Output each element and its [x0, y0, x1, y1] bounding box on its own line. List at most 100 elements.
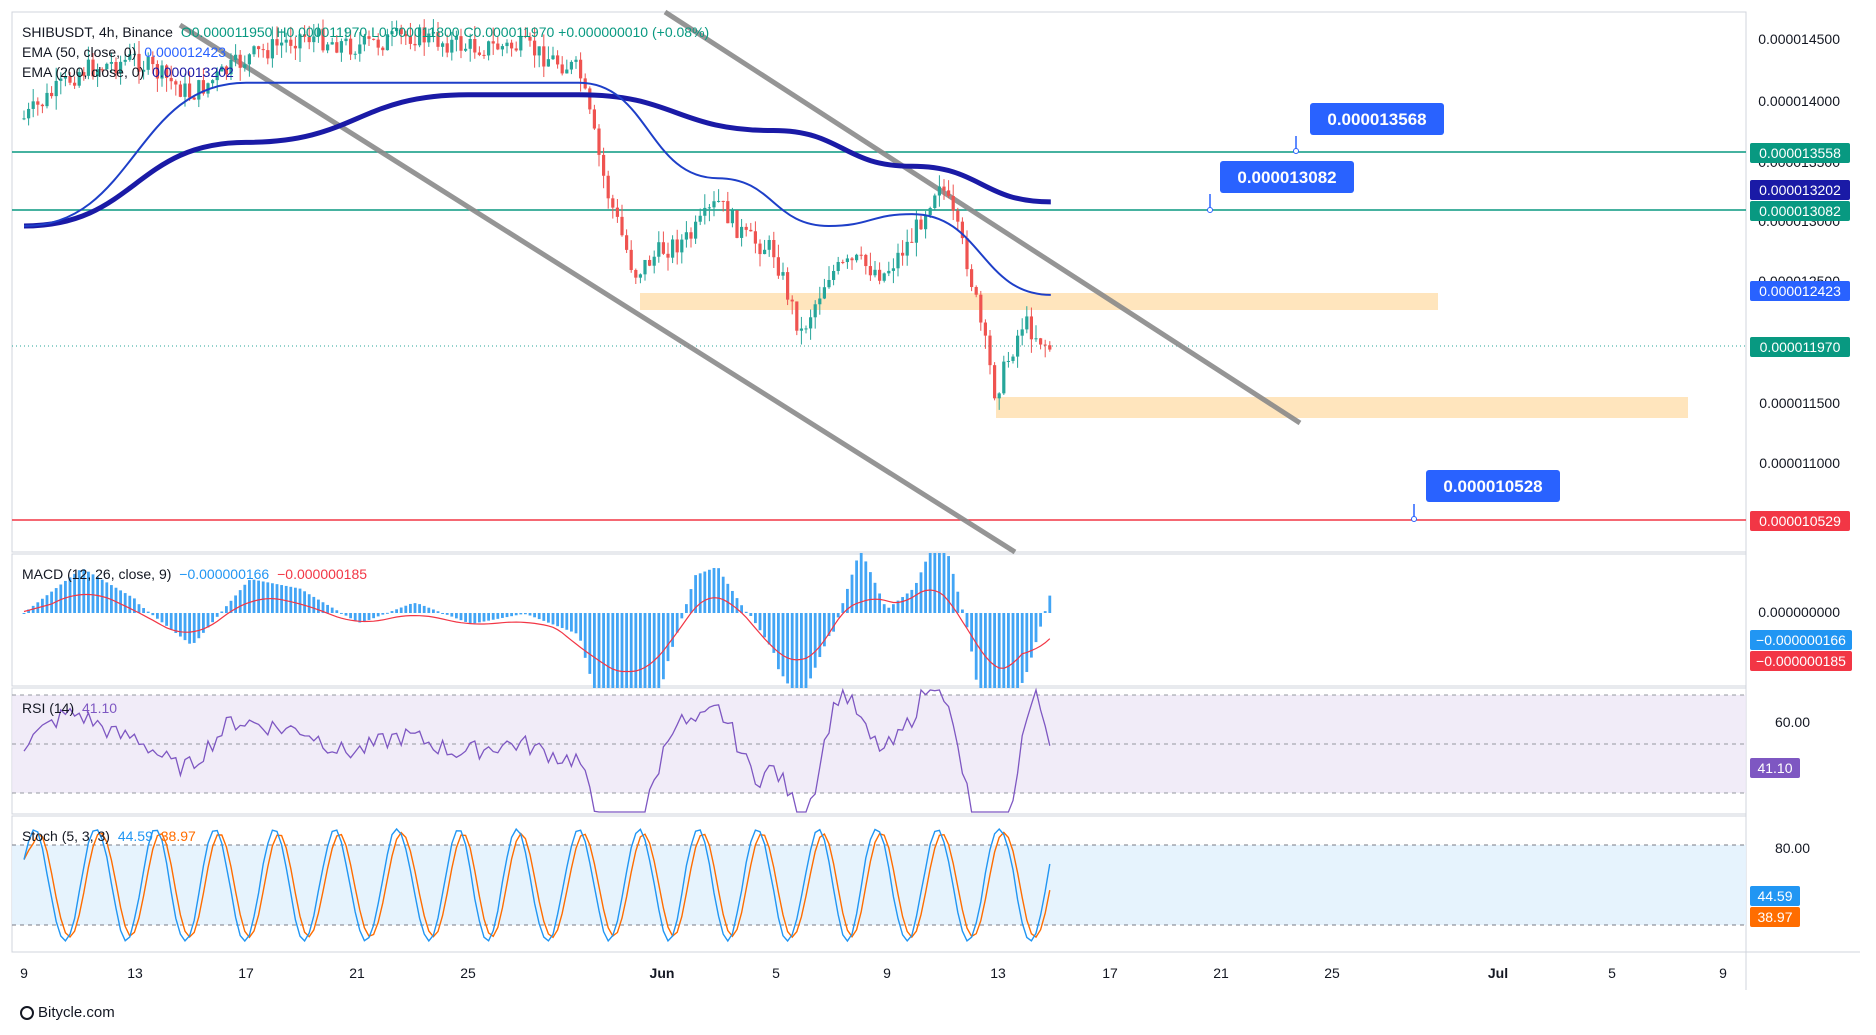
- macd-bar: [675, 613, 679, 633]
- candle-body: [266, 50, 270, 59]
- candle-body: [151, 56, 155, 65]
- macd-bar: [317, 599, 320, 613]
- candle-body: [675, 239, 679, 253]
- callout-13568[interactable]: 0.000013568: [1293, 103, 1445, 154]
- macd-bar: [151, 613, 155, 616]
- candle-body: [510, 42, 514, 49]
- candle-body: [988, 335, 992, 366]
- macd-bar: [505, 613, 509, 618]
- signal-badge: −0.000000185: [1756, 653, 1846, 669]
- candle-body: [652, 256, 656, 266]
- macd-bar: [303, 591, 306, 613]
- candle-body: [445, 43, 449, 53]
- macd-bar: [183, 613, 187, 641]
- macd-bar: [491, 613, 495, 620]
- candle-body: [1048, 345, 1052, 350]
- macd-bar: [993, 613, 996, 688]
- callout-label: 0.000013568: [1327, 110, 1426, 129]
- channel-line-lower[interactable]: [178, 22, 1017, 555]
- callout-13082[interactable]: 0.000013082: [1207, 161, 1355, 213]
- candle-body: [841, 261, 845, 263]
- time-tick: 21: [1213, 965, 1229, 981]
- macd-bar: [418, 604, 421, 613]
- candle-body: [220, 66, 224, 72]
- macd-bar: [970, 613, 973, 652]
- macd-legend-signal: −0.000000185: [277, 566, 368, 582]
- candle-body: [763, 249, 767, 255]
- macd-bar: [947, 556, 950, 613]
- macd-bar: [399, 607, 403, 613]
- macd-bar: [795, 613, 799, 688]
- macd-bar: [694, 575, 697, 613]
- macd-bar: [721, 576, 725, 613]
- candle-body: [546, 59, 550, 67]
- candle-body: [845, 258, 849, 263]
- macd-bar: [560, 613, 564, 628]
- macd-bar: [689, 589, 693, 613]
- candle-body: [188, 83, 192, 98]
- macd-bar: [114, 587, 118, 613]
- ema50-legend-value: 0.000012423: [144, 44, 227, 60]
- macd-bar: [666, 613, 670, 662]
- macd-bar: [823, 613, 826, 647]
- stoch-d-badge: 38.97: [1757, 909, 1792, 925]
- channel-line-upper[interactable]: [663, 9, 1302, 426]
- macd-bar: [938, 553, 941, 613]
- candle-body: [385, 34, 389, 51]
- macd-bar: [468, 613, 472, 624]
- candle-body: [105, 63, 109, 70]
- macd-bar: [758, 613, 762, 631]
- candlestick-series: [22, 19, 1052, 410]
- macd-bar: [988, 613, 992, 688]
- macd-bar: [892, 604, 895, 613]
- macd-bar: [616, 613, 619, 688]
- macd-bar: [298, 588, 302, 613]
- time-tick: 21: [349, 965, 365, 981]
- macd-bar: [422, 605, 426, 613]
- macd-bar: [234, 595, 237, 613]
- time-tick: 17: [1102, 965, 1118, 981]
- macd-bar: [142, 608, 145, 613]
- candle-body: [321, 28, 325, 51]
- macd-bar: [777, 613, 780, 670]
- candle-body: [542, 46, 546, 67]
- candle-body: [767, 239, 771, 250]
- candle-body: [979, 294, 983, 323]
- candle-body: [326, 44, 330, 51]
- macd-bar: [1016, 613, 1019, 688]
- candle-body: [73, 82, 77, 86]
- candle-body: [431, 31, 435, 34]
- macd-bar: [280, 585, 283, 613]
- callout-10528[interactable]: 0.000010528: [1411, 470, 1561, 522]
- candle-body: [40, 104, 44, 107]
- macd-bar: [781, 613, 785, 677]
- candle-body: [592, 109, 596, 129]
- candle-body: [197, 80, 201, 100]
- candle-body: [882, 273, 886, 281]
- candle-body: [119, 61, 123, 73]
- macd-bar: [593, 613, 596, 688]
- macd-bar: [910, 589, 914, 613]
- stoch-tick: 80.00: [1775, 840, 1810, 856]
- candle-body: [1016, 335, 1020, 357]
- macd-bar: [510, 613, 513, 617]
- macd-bar: [855, 560, 858, 613]
- macd-bar: [1002, 613, 1006, 688]
- candle-body: [749, 229, 753, 232]
- macd-bar: [708, 569, 711, 613]
- macd-bar: [321, 602, 325, 613]
- macd-bar: [473, 613, 477, 624]
- macd-bar: [606, 613, 610, 688]
- candle-body: [137, 53, 141, 72]
- macd-bar: [643, 613, 647, 688]
- footer-brand[interactable]: Bitycle.com: [20, 1004, 115, 1021]
- price-badges: 0.000013558 0.000013202 0.000013082 0.00…: [1750, 143, 1850, 531]
- candle-body: [427, 33, 431, 43]
- candle-body: [59, 78, 63, 81]
- macd-bar: [864, 561, 868, 613]
- candle-body: [997, 393, 1001, 399]
- candle-body: [947, 190, 951, 196]
- candle-body: [284, 39, 288, 43]
- candle-body: [928, 208, 932, 215]
